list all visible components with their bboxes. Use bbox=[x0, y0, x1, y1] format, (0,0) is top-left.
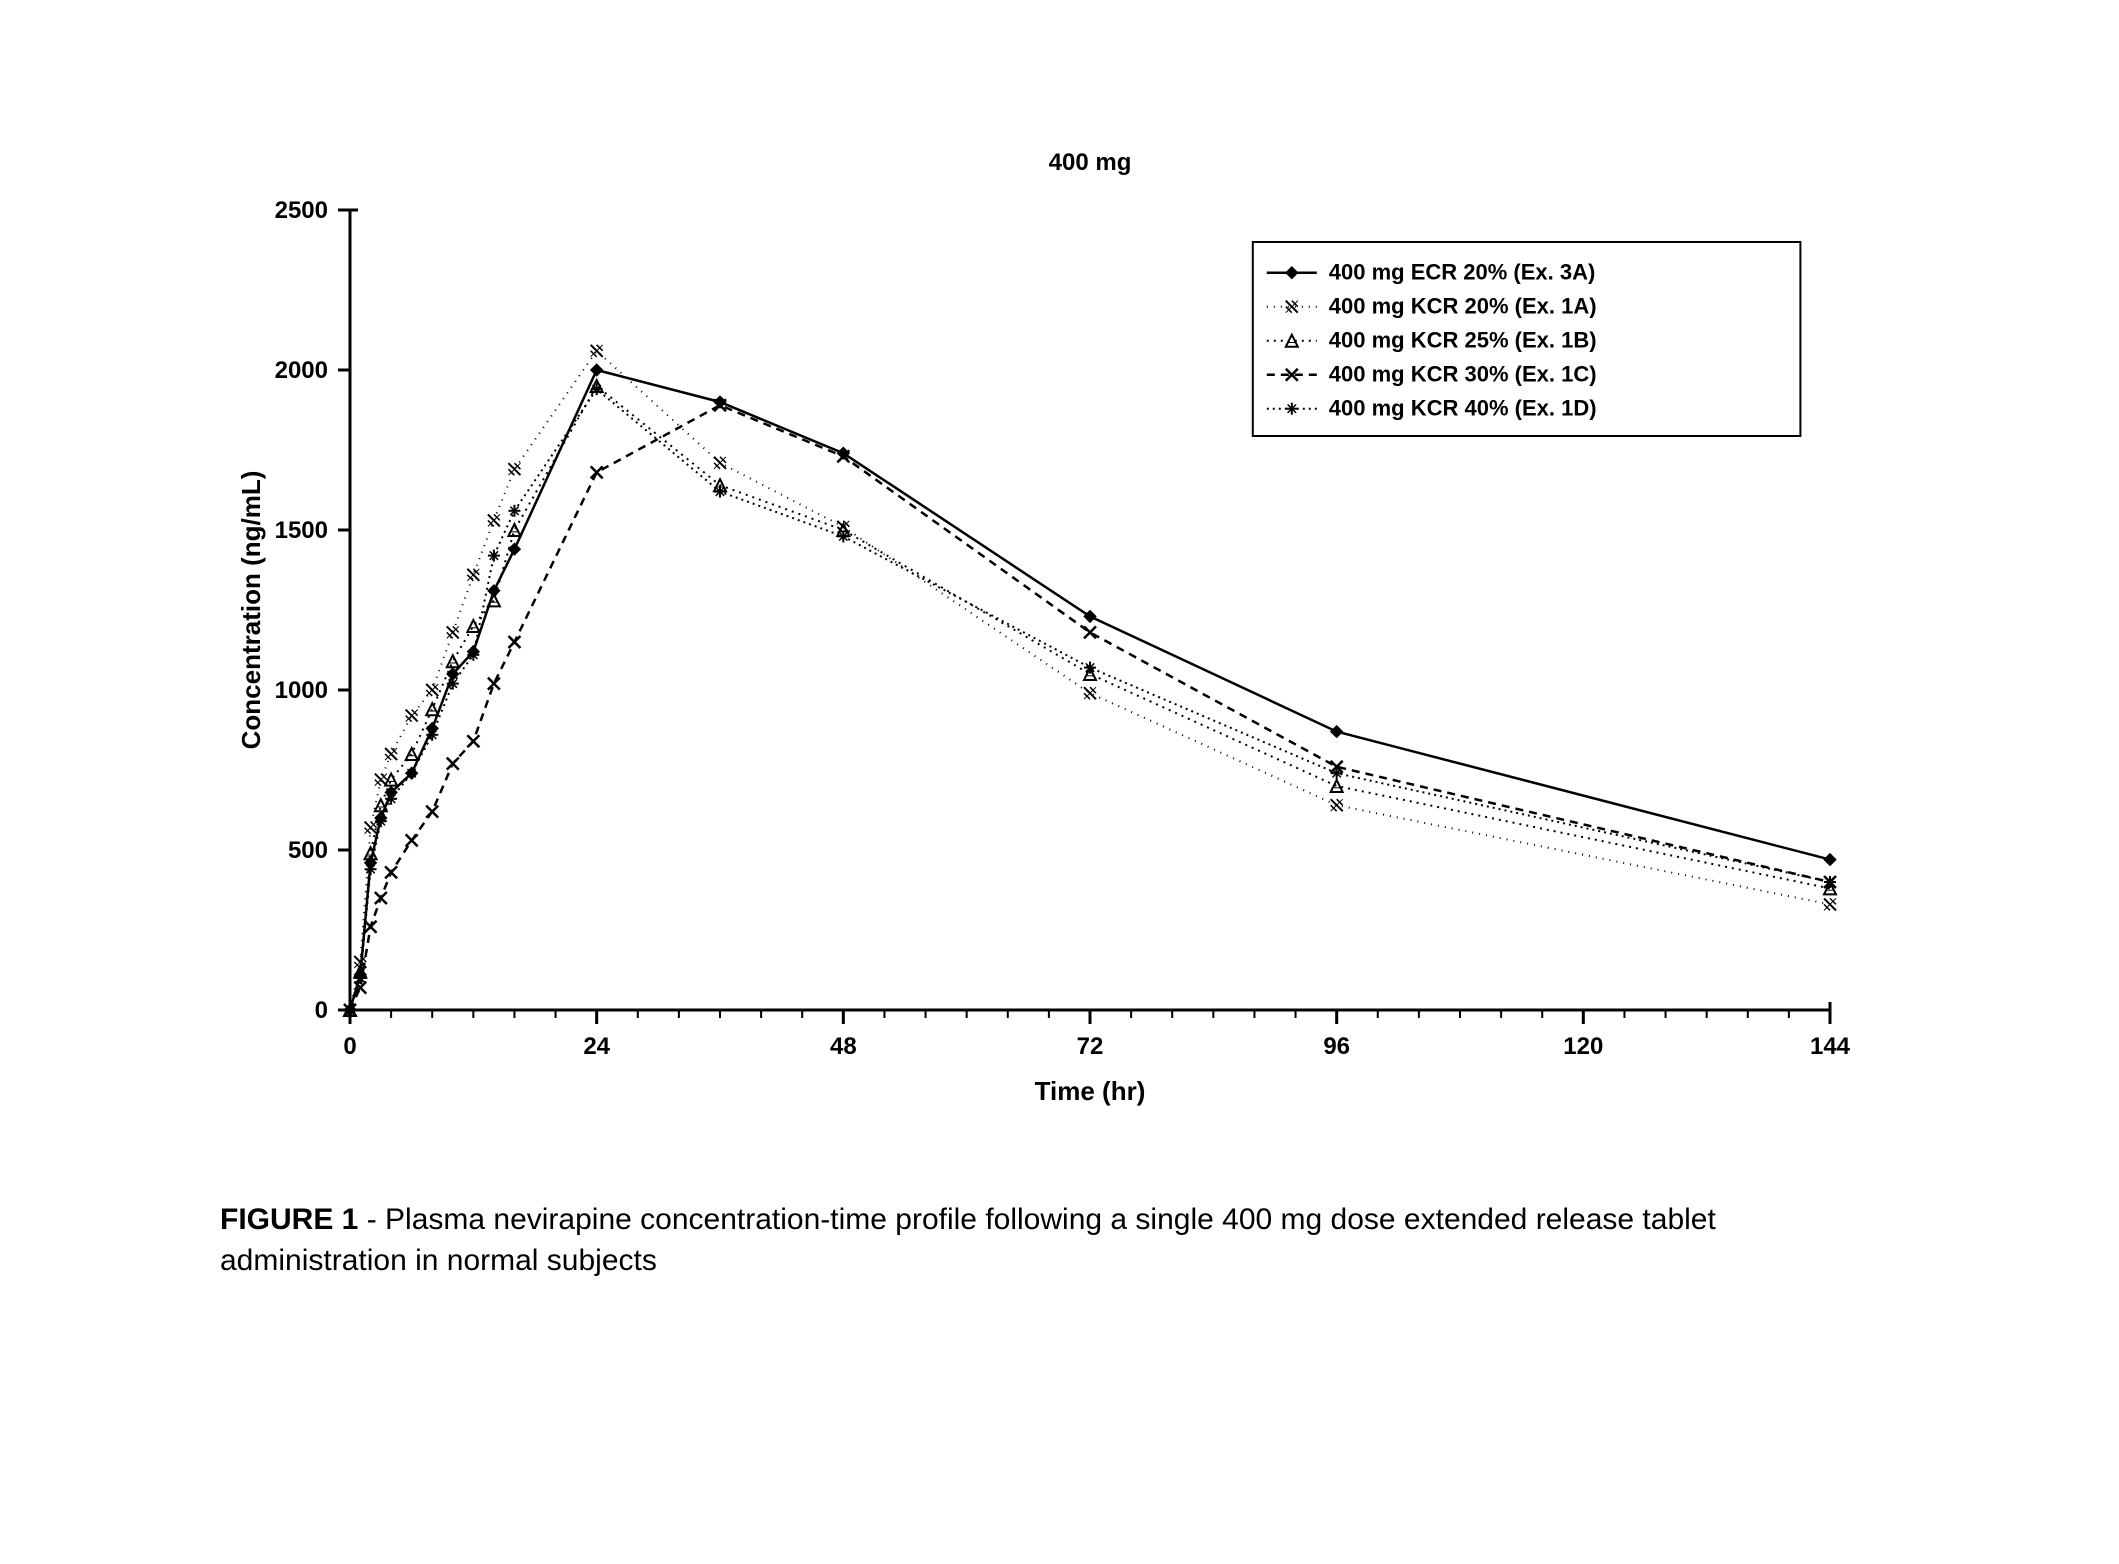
legend-label: 400 mg KCR 20% (Ex. 1A) bbox=[1329, 294, 1597, 319]
series-kcr30 bbox=[344, 399, 1836, 1016]
y-tick-label: 1000 bbox=[275, 677, 328, 704]
x-axis-label: Time (hr) bbox=[1035, 1076, 1146, 1106]
x-tick-label: 48 bbox=[830, 1033, 857, 1060]
legend: 400 mg ECR 20% (Ex. 3A) 400 mg KCR 20% (E… bbox=[1253, 242, 1801, 436]
x-tick-label: 72 bbox=[1077, 1033, 1104, 1060]
caption-prefix: FIGURE 1 bbox=[220, 1203, 358, 1236]
y-tick-label: 2500 bbox=[275, 197, 328, 224]
chart-svg: 400 mg 0 500 1000 1500 2000 2500 0 24 48 72 96 120 14… bbox=[220, 140, 1870, 1140]
x-tick-label: 24 bbox=[583, 1033, 610, 1060]
chart-container: 400 mg 0 500 1000 1500 2000 2500 0 24 48 72 96 120 14… bbox=[220, 140, 1870, 1140]
series-ecr20 bbox=[344, 364, 1836, 1016]
y-tick-label: 500 bbox=[288, 837, 328, 864]
x-tick-label: 120 bbox=[1563, 1033, 1603, 1060]
x-tick-label: 96 bbox=[1323, 1033, 1350, 1060]
series-kcr40 bbox=[344, 383, 1836, 1016]
legend-label: 400 mg KCR 40% (Ex. 1D) bbox=[1329, 396, 1597, 421]
x-tick-label: 144 bbox=[1810, 1033, 1851, 1060]
chart-title: 400 mg bbox=[1049, 149, 1132, 176]
series-line bbox=[350, 386, 1830, 1010]
page: 400 mg 0 500 1000 1500 2000 2500 0 24 48 72 96 120 14… bbox=[0, 0, 2119, 1564]
y-tick-label: 2000 bbox=[275, 357, 328, 384]
x-axis-ticks: 0 24 48 72 96 120 144 bbox=[343, 1010, 1850, 1060]
series-line bbox=[350, 370, 1830, 1010]
legend-label: 400 mg KCR 25% (Ex. 1B) bbox=[1329, 328, 1597, 353]
legend-label: 400 mg KCR 30% (Ex. 1C) bbox=[1329, 362, 1597, 387]
series-line bbox=[350, 389, 1830, 1010]
caption-separator: - bbox=[358, 1203, 385, 1236]
figure-caption: FIGURE 1 - Plasma nevirapine concentrati… bbox=[220, 1200, 1870, 1281]
x-tick-label: 0 bbox=[343, 1033, 356, 1060]
y-tick-label: 0 bbox=[315, 997, 328, 1024]
legend-label: 400 mg ECR 20% (Ex. 3A) bbox=[1329, 260, 1596, 285]
series-line bbox=[350, 405, 1830, 1010]
series-kcr25 bbox=[344, 380, 1836, 1016]
y-axis-label: Concentration (ng/mL) bbox=[236, 471, 266, 750]
caption-text: Plasma nevirapine concentration-time pro… bbox=[220, 1203, 1716, 1277]
y-tick-label: 1500 bbox=[275, 517, 328, 544]
y-axis-ticks: 0 500 1000 1500 2000 2500 bbox=[275, 197, 350, 1024]
